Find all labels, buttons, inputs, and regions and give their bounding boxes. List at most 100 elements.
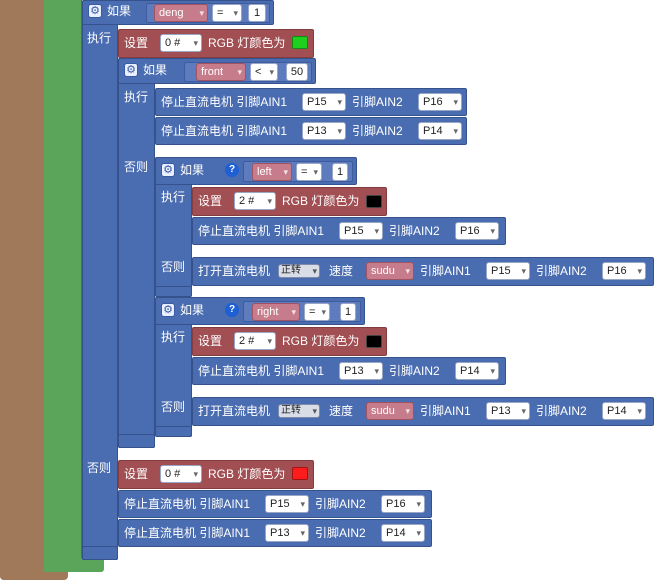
led-pin-dropdown[interactable]: 2 # [234,332,276,350]
value-field[interactable]: 1 [248,4,266,22]
loop-block[interactable] [44,0,82,572]
led-pin-dropdown[interactable]: 2 # [234,192,276,210]
rgb-label: RGB 灯颜色为 [208,467,286,481]
rgb-label: RGB 灯颜色为 [282,334,360,348]
ain1-pin-dropdown[interactable]: P15 [486,262,530,280]
stop-motor-label: 停止直流电机 引脚AIN1 [198,364,325,378]
speed-variable-dropdown[interactable]: sudu [366,262,414,280]
color-swatch-black[interactable] [366,195,382,208]
operator-dropdown[interactable]: < [250,63,278,81]
ain2-pin-dropdown[interactable]: P14 [381,524,425,542]
variable-dropdown[interactable]: deng [154,4,208,22]
color-swatch-red[interactable] [292,467,308,480]
led-pin-dropdown[interactable]: 0 # [160,465,202,483]
stop-motor-label: 停止直流电机 引脚AIN1 [161,95,288,109]
ain2-pin-dropdown[interactable]: P14 [455,362,499,380]
ain1-pin-dropdown[interactable]: P15 [339,222,383,240]
ain2-label: 引脚AIN2 [536,404,587,418]
help-icon[interactable]: ? [225,163,239,177]
ain1-pin-dropdown[interactable]: P15 [302,93,346,111]
variable-dropdown[interactable]: right [252,303,300,321]
ain2-pin-dropdown[interactable]: P16 [418,93,462,111]
ain2-label: 引脚AIN2 [352,95,403,109]
then-label: 执行 [87,31,112,45]
if-label: 如果 [180,163,205,177]
color-swatch-black[interactable] [366,335,382,348]
if-deng-footer [82,546,118,560]
then-label: 执行 [161,330,186,344]
ain2-label: 引脚AIN2 [536,264,587,278]
stop-motor-label: 停止直流电机 引脚AIN1 [198,224,325,238]
set-rgb-block[interactable] [192,327,387,356]
ain2-label: 引脚AIN2 [315,497,366,511]
speed-variable-dropdown[interactable]: sudu [366,402,414,420]
run-motor-label: 打开直流电机 [198,404,271,418]
value-field[interactable]: 1 [332,163,348,181]
stop-motor-label: 停止直流电机 引脚AIN1 [161,124,288,138]
set-rgb-block[interactable] [192,187,387,216]
run-motor-block[interactable] [192,397,654,426]
set-label: 设置 [124,467,149,481]
direction-dropdown[interactable]: 正转 [278,264,320,278]
loop-footer [44,558,104,572]
operator-dropdown[interactable]: = [296,163,322,181]
if-label: 如果 [180,303,205,317]
ain2-pin-dropdown[interactable]: P14 [418,122,462,140]
ain1-pin-dropdown[interactable]: P13 [339,362,383,380]
if-right-footer [155,426,192,437]
if-left-footer [155,286,192,297]
direction-dropdown[interactable]: 正转 [278,404,320,418]
else-label: 否则 [124,160,149,174]
if-front-footer [118,434,155,448]
operator-dropdown[interactable]: = [212,4,242,22]
set-rgb-block[interactable] [118,460,314,489]
speed-label: 速度 [329,264,354,278]
ain1-pin-dropdown[interactable]: P13 [486,402,530,420]
ain1-pin-dropdown[interactable]: P13 [265,524,309,542]
else-label: 否则 [161,260,186,274]
value-field[interactable]: 1 [340,303,356,321]
led-pin-dropdown[interactable]: 0 # [160,34,202,52]
value-field[interactable]: 50 [286,63,308,81]
ain2-label: 引脚AIN2 [352,124,403,138]
variable-dropdown[interactable]: front [196,63,246,81]
ain1-pin-dropdown[interactable]: P15 [265,495,309,513]
ain2-pin-dropdown[interactable]: P16 [381,495,425,513]
ain2-label: 引脚AIN2 [389,364,440,378]
ain2-pin-dropdown[interactable]: P14 [602,402,646,420]
ain1-pin-dropdown[interactable]: P13 [302,122,346,140]
settings-gear-icon[interactable]: ⚙ [124,63,138,77]
set-label: 设置 [124,36,149,50]
set-rgb-block[interactable] [118,29,314,58]
if-block-deng[interactable] [82,0,118,560]
run-motor-label: 打开直流电机 [198,264,271,278]
outer-loop-block[interactable] [0,0,46,580]
else-label: 否则 [161,400,186,414]
if-label: 如果 [143,63,168,77]
help-icon[interactable]: ? [225,303,239,317]
operator-dropdown[interactable]: = [304,303,330,321]
settings-gear-icon[interactable]: ⚙ [161,163,175,177]
then-label: 执行 [161,190,186,204]
ain2-pin-dropdown[interactable]: P16 [455,222,499,240]
rgb-label: RGB 灯颜色为 [208,36,286,50]
ain1-label: 引脚AIN1 [420,404,471,418]
run-motor-block[interactable] [192,257,654,286]
ain2-label: 引脚AIN2 [389,224,440,238]
ain2-label: 引脚AIN2 [315,526,366,540]
color-swatch-green[interactable] [292,36,308,49]
variable-dropdown[interactable]: left [252,163,292,181]
else-label: 否则 [87,461,112,475]
settings-gear-icon[interactable]: ⚙ [88,4,102,18]
set-label: 设置 [198,334,223,348]
ain2-pin-dropdown[interactable]: P16 [602,262,646,280]
set-label: 设置 [198,194,223,208]
if-block-front[interactable] [118,58,155,448]
then-label: 执行 [124,90,149,104]
stop-motor-label: 停止直流电机 引脚AIN1 [124,526,251,540]
settings-gear-icon[interactable]: ⚙ [161,303,175,317]
if-label: 如果 [107,4,132,18]
speed-label: 速度 [329,404,354,418]
rgb-label: RGB 灯颜色为 [282,194,360,208]
stop-motor-label: 停止直流电机 引脚AIN1 [124,497,251,511]
